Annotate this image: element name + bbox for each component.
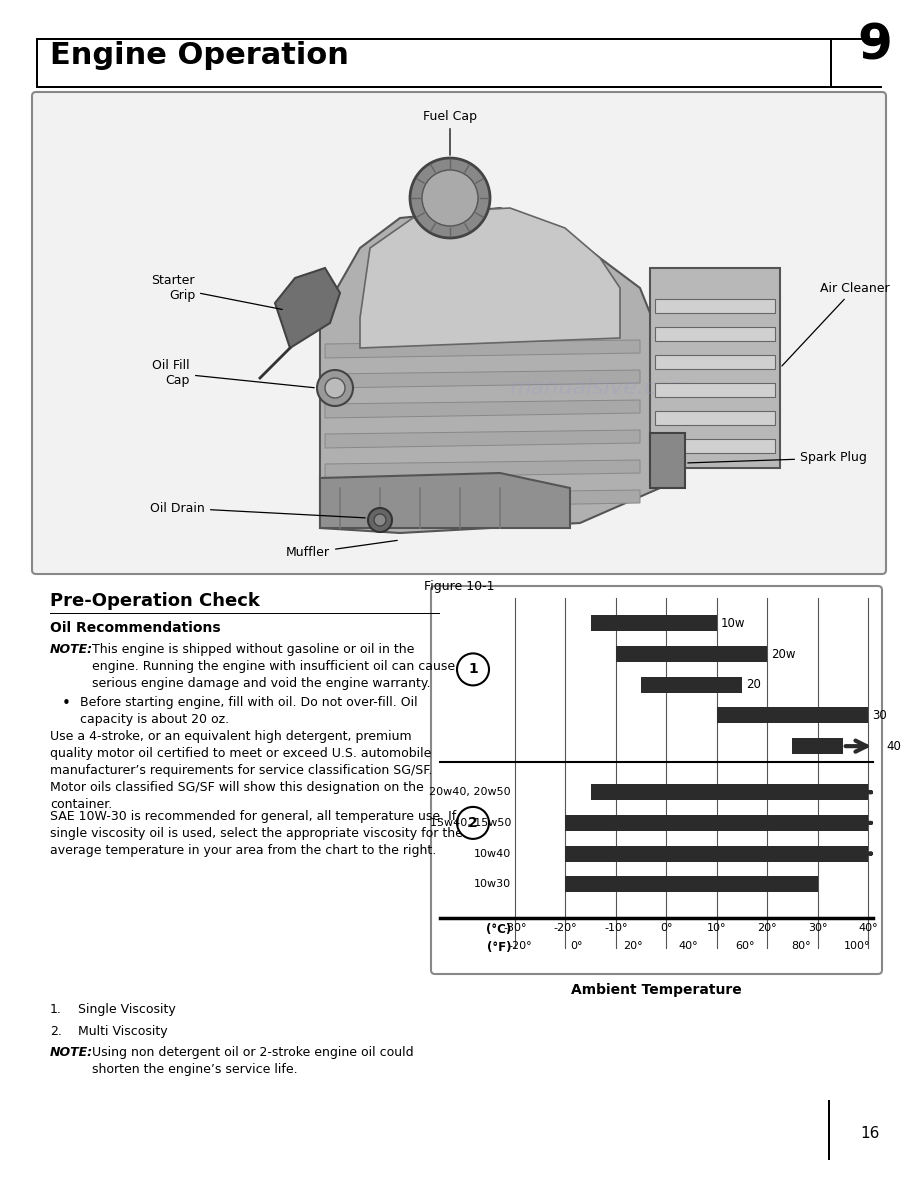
Text: Ambient Temperature: Ambient Temperature xyxy=(571,982,742,997)
Text: 16: 16 xyxy=(860,1125,879,1140)
Bar xyxy=(616,646,767,662)
Text: manualsive.com: manualsive.com xyxy=(509,378,691,398)
Circle shape xyxy=(457,807,489,839)
Text: Oil Recommendations: Oil Recommendations xyxy=(50,621,220,636)
Bar xyxy=(641,677,742,693)
Text: 0°: 0° xyxy=(570,941,583,952)
Bar xyxy=(655,440,775,453)
Polygon shape xyxy=(360,208,620,348)
Bar xyxy=(565,846,868,861)
Text: 0°: 0° xyxy=(660,923,673,933)
Text: Air Cleaner: Air Cleaner xyxy=(782,282,890,366)
Bar xyxy=(655,383,775,397)
Bar xyxy=(565,877,818,892)
Text: Fuel Cap: Fuel Cap xyxy=(423,110,477,156)
Bar xyxy=(792,738,843,754)
Bar xyxy=(590,615,717,631)
Text: Engine Operation: Engine Operation xyxy=(50,42,349,70)
Text: 1.: 1. xyxy=(50,1003,62,1016)
Text: Spark Plug: Spark Plug xyxy=(688,451,867,465)
Bar xyxy=(655,355,775,369)
Circle shape xyxy=(368,508,392,532)
Text: 2: 2 xyxy=(468,816,478,830)
Text: 30°: 30° xyxy=(808,923,827,933)
Bar xyxy=(828,1100,830,1159)
Text: 20: 20 xyxy=(746,678,761,691)
Bar xyxy=(655,327,775,341)
Bar xyxy=(655,411,775,425)
Circle shape xyxy=(422,170,478,226)
Text: NOTE:: NOTE: xyxy=(50,1045,93,1059)
Polygon shape xyxy=(325,489,640,508)
Text: 100°: 100° xyxy=(844,941,870,952)
Text: Starter
Grip: Starter Grip xyxy=(151,274,282,309)
Text: 20w: 20w xyxy=(771,647,796,661)
Text: Figure 10-1: Figure 10-1 xyxy=(424,580,494,593)
Bar xyxy=(590,784,868,801)
Text: -30°: -30° xyxy=(503,923,527,933)
Text: -20°: -20° xyxy=(509,941,532,952)
Text: 20°: 20° xyxy=(757,923,777,933)
Text: 40: 40 xyxy=(886,740,901,753)
Circle shape xyxy=(457,653,489,685)
Polygon shape xyxy=(275,268,340,348)
Bar xyxy=(565,815,868,830)
Bar xyxy=(650,268,780,468)
Text: 30: 30 xyxy=(872,709,887,722)
Text: 20°: 20° xyxy=(622,941,643,952)
Text: 60°: 60° xyxy=(735,941,755,952)
FancyBboxPatch shape xyxy=(32,91,886,574)
Bar xyxy=(650,432,685,488)
Text: 10w: 10w xyxy=(721,617,745,630)
Text: 10w30: 10w30 xyxy=(474,879,511,890)
Text: 10°: 10° xyxy=(707,923,726,933)
Text: •: • xyxy=(62,696,71,710)
Text: Use a 4-stroke, or an equivalent high detergent, premium
quality motor oil certi: Use a 4-stroke, or an equivalent high de… xyxy=(50,729,432,811)
Text: SAE 10W-30 is recommended for general, all temperature use. If
single viscosity : SAE 10W-30 is recommended for general, a… xyxy=(50,810,463,857)
Polygon shape xyxy=(320,208,660,533)
Text: (°C): (°C) xyxy=(486,923,511,936)
Text: 1: 1 xyxy=(468,663,478,676)
Polygon shape xyxy=(325,430,640,448)
Circle shape xyxy=(374,514,386,526)
Text: 15w40, 15w50: 15w40, 15w50 xyxy=(430,817,511,828)
Text: This engine is shipped without gasoline or oil in the
engine. Running the engine: This engine is shipped without gasoline … xyxy=(92,643,455,690)
Bar xyxy=(36,86,882,88)
Bar xyxy=(655,299,775,312)
Text: 2.: 2. xyxy=(50,1025,62,1038)
Polygon shape xyxy=(325,400,640,418)
Bar xyxy=(36,38,882,40)
Text: Single Viscosity: Single Viscosity xyxy=(78,1003,175,1016)
Bar xyxy=(717,708,868,723)
Text: 80°: 80° xyxy=(791,941,811,952)
Polygon shape xyxy=(325,460,640,478)
Text: Using non detergent oil or 2-stroke engine oil could
shorten the engine’s servic: Using non detergent oil or 2-stroke engi… xyxy=(92,1045,414,1076)
Text: Before starting engine, fill with oil. Do not over-fill. Oil
capacity is about 2: Before starting engine, fill with oil. D… xyxy=(80,696,418,726)
Text: -20°: -20° xyxy=(554,923,577,933)
Circle shape xyxy=(325,378,345,398)
Polygon shape xyxy=(320,473,570,527)
Text: 20w40, 20w50: 20w40, 20w50 xyxy=(430,788,511,797)
Text: 9: 9 xyxy=(857,23,892,70)
Text: (°F): (°F) xyxy=(487,941,511,954)
Text: 10w40: 10w40 xyxy=(474,848,511,859)
Text: NOTE:: NOTE: xyxy=(50,643,93,656)
Bar xyxy=(36,38,38,88)
Text: -10°: -10° xyxy=(604,923,628,933)
Circle shape xyxy=(317,369,353,406)
Text: Oil Fill
Cap: Oil Fill Cap xyxy=(152,359,314,387)
Text: Multi Viscosity: Multi Viscosity xyxy=(78,1025,168,1038)
Text: Oil Drain: Oil Drain xyxy=(151,501,365,518)
Polygon shape xyxy=(325,340,640,358)
Circle shape xyxy=(410,158,490,238)
Bar xyxy=(50,613,440,614)
Text: 40°: 40° xyxy=(858,923,878,933)
Text: Pre-Operation Check: Pre-Operation Check xyxy=(50,592,260,609)
FancyBboxPatch shape xyxy=(431,586,882,974)
Text: 40°: 40° xyxy=(679,941,699,952)
Text: Muffler: Muffler xyxy=(286,541,397,560)
Polygon shape xyxy=(325,369,640,388)
Bar xyxy=(830,38,832,88)
